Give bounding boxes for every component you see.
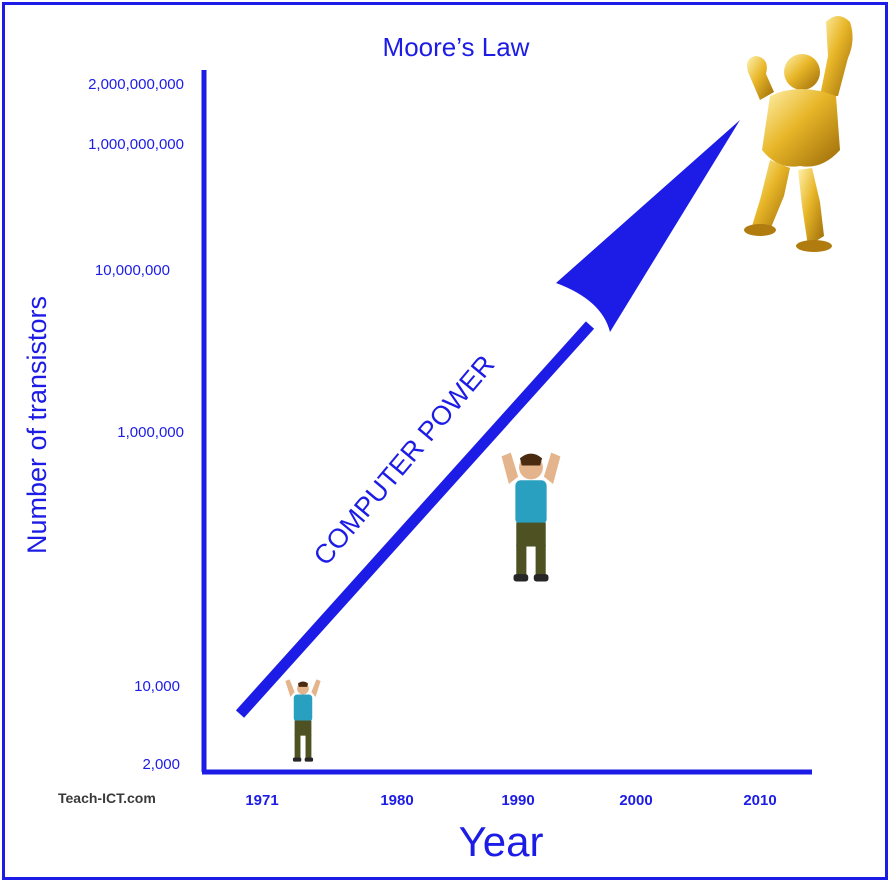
chart-frame bbox=[2, 2, 888, 880]
y-tick-label: 1,000,000,000 bbox=[88, 136, 184, 153]
arrow-head bbox=[556, 120, 740, 332]
x-tick-label: 1980 bbox=[380, 792, 413, 809]
x-tick-label: 1990 bbox=[501, 792, 534, 809]
x-tick-labels: 1971 1980 1990 2000 2010 bbox=[245, 792, 776, 809]
medium-man-figure bbox=[501, 452, 561, 582]
y-tick-label: 10,000 bbox=[134, 678, 180, 695]
series-computer-power bbox=[235, 120, 740, 718]
y-tick-label: 10,000,000 bbox=[95, 262, 170, 279]
y-axis-label: Number of transistors bbox=[22, 296, 52, 554]
x-tick-label: 1971 bbox=[245, 792, 278, 809]
series-line bbox=[235, 321, 595, 718]
y-tick-label: 2,000,000,000 bbox=[88, 76, 184, 93]
y-tick-label: 1,000,000 bbox=[117, 424, 184, 441]
golden-strongman-figure bbox=[744, 16, 853, 252]
watermark-text: Teach-ICT.com bbox=[58, 790, 156, 806]
x-tick-label: 2010 bbox=[743, 792, 776, 809]
small-man-figure bbox=[285, 679, 321, 762]
chart-title: Moore’s Law bbox=[383, 32, 530, 62]
y-tick-label: 2,000 bbox=[142, 756, 180, 773]
y-tick-labels: 2,000,000,000 1,000,000,000 10,000,000 1… bbox=[88, 76, 184, 773]
x-axis-label: Year bbox=[459, 818, 544, 865]
x-tick-label: 2000 bbox=[619, 792, 652, 809]
